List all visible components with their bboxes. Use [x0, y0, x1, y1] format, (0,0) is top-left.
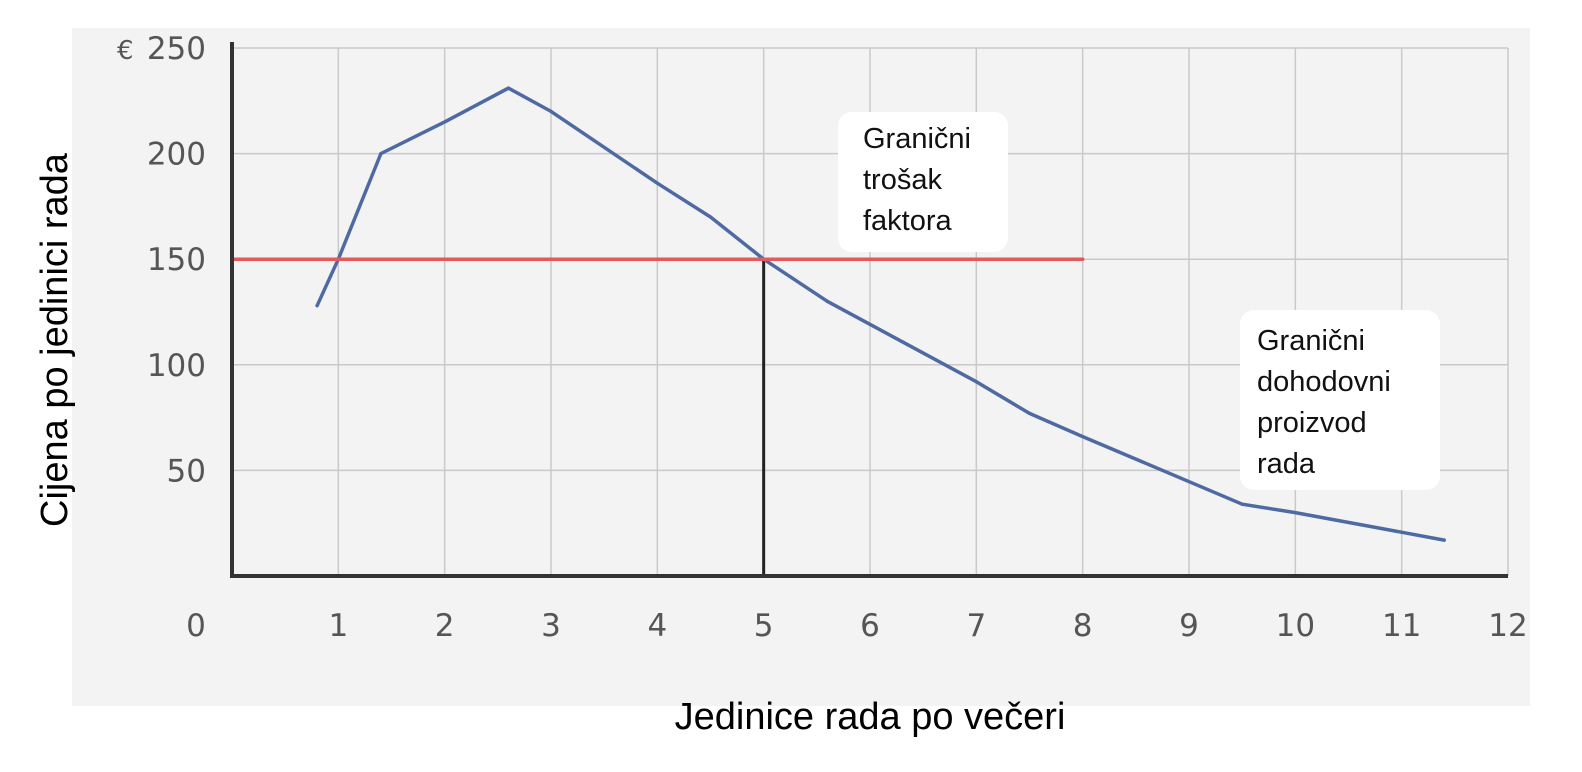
annotation-line: Granični	[1257, 325, 1365, 357]
x-tick-label: 7	[966, 608, 986, 644]
series-2-point	[1081, 257, 1085, 261]
series-1-point	[549, 109, 553, 113]
y-tick-label: 200	[147, 137, 206, 173]
series-1-point	[1240, 502, 1244, 506]
x-tick-label: 1	[328, 608, 348, 644]
series-1-point	[1081, 435, 1085, 439]
series-1-point	[974, 380, 978, 384]
x-axis-title: Jedinice rada po večeri	[675, 696, 1066, 738]
x-tick-label: 8	[1073, 608, 1093, 644]
x-tick-label: 12	[1488, 608, 1527, 644]
series-1-point	[506, 86, 511, 90]
series-1-point	[379, 152, 383, 156]
axes	[230, 42, 1508, 578]
y-tick-label: 150	[147, 242, 206, 278]
x-tick-label: 11	[1382, 608, 1421, 644]
x-tick-label: 9	[1179, 608, 1199, 644]
series-1-point	[443, 120, 447, 124]
x-tick-label: 10	[1276, 608, 1315, 644]
series-1-point	[1442, 538, 1446, 542]
annotation-line: rada	[1257, 448, 1316, 480]
series-1-point	[1293, 511, 1297, 515]
annotation-box	[838, 112, 1008, 252]
y-tick-label: 250	[147, 31, 206, 67]
x-tick-label: 5	[754, 608, 774, 644]
x-tick-label: 2	[435, 608, 455, 644]
y-axis-currency-label: €	[117, 36, 134, 66]
x-tick-label: 3	[541, 608, 561, 644]
annotation-line: Granični	[863, 123, 971, 155]
annotation-line: dohodovni	[1257, 366, 1391, 398]
y-tick-label: 100	[147, 348, 206, 384]
series-1-point	[825, 299, 830, 304]
annotation-line: trošak	[863, 164, 942, 196]
x-tick-label: 4	[647, 608, 667, 644]
annotation-line: proizvod	[1257, 407, 1367, 439]
x-tick-label: 6	[860, 608, 880, 644]
series-1-point	[1027, 411, 1032, 415]
series-1-point	[655, 181, 659, 185]
y-tick-label: 50	[167, 453, 206, 489]
y-axis-title: Cijena po jedinici rada	[34, 152, 76, 527]
series-layer	[230, 86, 1446, 576]
annotation-box	[1240, 310, 1440, 490]
series-1-point	[708, 215, 713, 219]
annotation-line: faktora	[863, 205, 953, 237]
annotations: Granični trošak faktora Granični dohodovni pr…	[838, 112, 1440, 490]
series-1-point	[315, 304, 319, 308]
series-1-point	[900, 339, 904, 344]
x-tick-label: 0	[186, 608, 206, 644]
